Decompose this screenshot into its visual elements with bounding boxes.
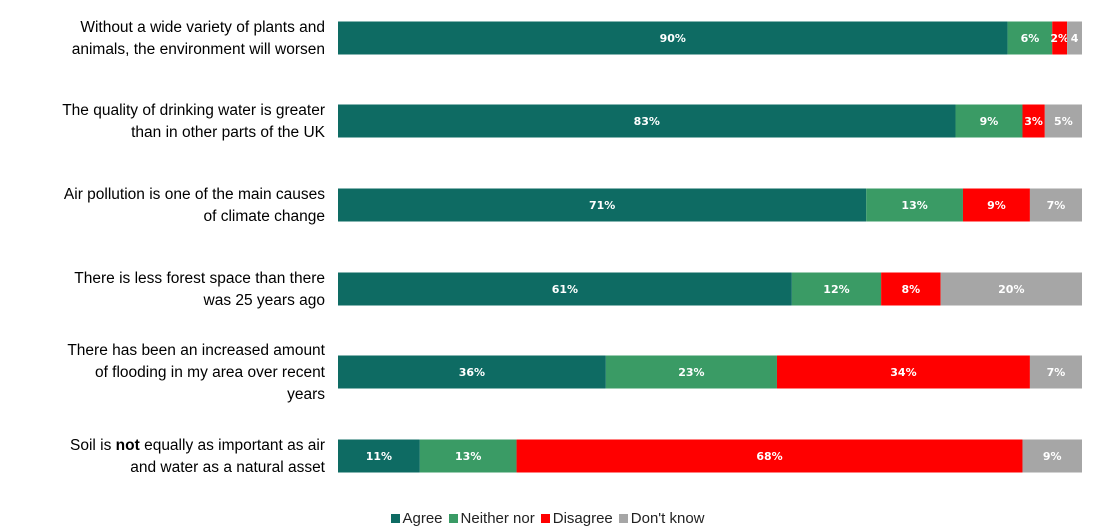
legend-item: Agree xyxy=(390,510,443,527)
data-label: 9% xyxy=(1043,450,1062,463)
data-label: 8% xyxy=(902,283,921,296)
bar-segment-don-t-know xyxy=(1029,188,1082,222)
bar-segment-neither-nor xyxy=(866,188,963,222)
category-label: Air pollution is one of the main causes o… xyxy=(64,186,325,225)
legend-item: Neither nor xyxy=(448,510,535,527)
data-label: 61% xyxy=(552,283,578,296)
data-label: 4 xyxy=(1071,32,1079,45)
chart-legend: Agree Neither nor Disagree Don't know xyxy=(0,510,1095,527)
bar-segment-don-t-know xyxy=(1044,104,1082,138)
bar-segment-agree xyxy=(338,188,867,222)
data-label: 20% xyxy=(998,283,1024,296)
bar-segment-neither-nor xyxy=(419,439,517,473)
category-label-line: was 25 years ago xyxy=(203,292,326,309)
bar-segment-agree xyxy=(338,355,606,389)
bar-segment-disagree xyxy=(1052,21,1068,55)
legend-swatch xyxy=(618,514,628,523)
category-label: Without a wide variety of plants and anim… xyxy=(72,19,325,58)
category-label: Soil is not equally as important as air a… xyxy=(70,437,326,476)
category-label-line: The quality of drinking water is greater xyxy=(62,102,325,119)
legend-label: Disagree xyxy=(552,510,613,527)
category-label-line: animals, the environment will worsen xyxy=(72,41,325,58)
data-label: 9% xyxy=(980,115,999,128)
bar-segment-disagree xyxy=(776,355,1030,389)
bar-segment-neither-nor xyxy=(605,355,777,389)
data-label: 13% xyxy=(455,450,481,463)
data-label: 3% xyxy=(1024,115,1043,128)
bar-segment-don-t-know xyxy=(1022,439,1082,473)
bar-segment-neither-nor xyxy=(955,104,1023,138)
data-label: 12% xyxy=(823,283,849,296)
bar-segment-disagree xyxy=(1022,104,1045,138)
bar-segment-don-t-know xyxy=(1029,355,1082,389)
data-label: 13% xyxy=(901,199,927,212)
bar-segment-disagree xyxy=(881,272,941,306)
category-label-line: There has been an increased amount xyxy=(67,342,325,359)
data-label: 23% xyxy=(678,366,704,379)
legend-label: Agree xyxy=(402,510,443,527)
legend-label: Don't know xyxy=(630,510,705,527)
data-label: 83% xyxy=(634,115,660,128)
bar-segment-agree xyxy=(338,439,420,473)
data-label: 9% xyxy=(987,199,1006,212)
data-label: 5% xyxy=(1054,115,1073,128)
legend-swatch xyxy=(540,514,550,523)
bar-segment-neither-nor xyxy=(1007,21,1053,55)
bar-segment-agree xyxy=(338,21,1008,55)
category-label-line: Soil is not equally as important as air xyxy=(70,437,325,454)
data-label: 7% xyxy=(1047,366,1066,379)
category-label: There is less forest space than there was… xyxy=(74,270,325,309)
bar-segment-don-t-know xyxy=(1067,21,1082,55)
category-label-line: than in other parts of the UK xyxy=(131,124,326,141)
category-label-line: Air pollution is one of the main causes xyxy=(64,186,325,203)
bar-segment-neither-nor xyxy=(791,272,882,306)
bar-segment-disagree xyxy=(962,188,1030,222)
category-label-line: years xyxy=(287,386,325,403)
bar-segment-agree xyxy=(338,104,956,138)
legend-item: Don't know xyxy=(618,510,705,527)
category-label-line: There is less forest space than there xyxy=(74,270,325,287)
data-label: 68% xyxy=(756,450,782,463)
category-label-line: of climate change xyxy=(204,208,326,225)
category-label-line: and water as a natural asset xyxy=(130,459,325,476)
data-label: 11% xyxy=(366,450,392,463)
category-label-line: Without a wide variety of plants and xyxy=(80,19,325,36)
legend-item: Disagree xyxy=(540,510,613,527)
data-label: 2% xyxy=(1050,32,1069,45)
data-label: 7% xyxy=(1047,199,1066,212)
legend-swatch xyxy=(390,514,400,523)
data-label: 71% xyxy=(589,199,615,212)
category-label: There has been an increased amount of flo… xyxy=(67,342,325,403)
data-label: 6% xyxy=(1021,32,1040,45)
category-label-line: of flooding in my area over recent xyxy=(95,364,326,381)
category-label: The quality of drinking water is greater… xyxy=(62,102,325,141)
data-label: 36% xyxy=(459,366,485,379)
bar-segment-agree xyxy=(338,272,792,306)
bar-segment-don-t-know xyxy=(940,272,1082,306)
legend-label: Neither nor xyxy=(460,510,535,527)
legend-swatch xyxy=(448,514,458,523)
bar-segment-disagree xyxy=(516,439,1023,473)
data-label: 90% xyxy=(660,32,686,45)
data-label: 34% xyxy=(890,366,916,379)
